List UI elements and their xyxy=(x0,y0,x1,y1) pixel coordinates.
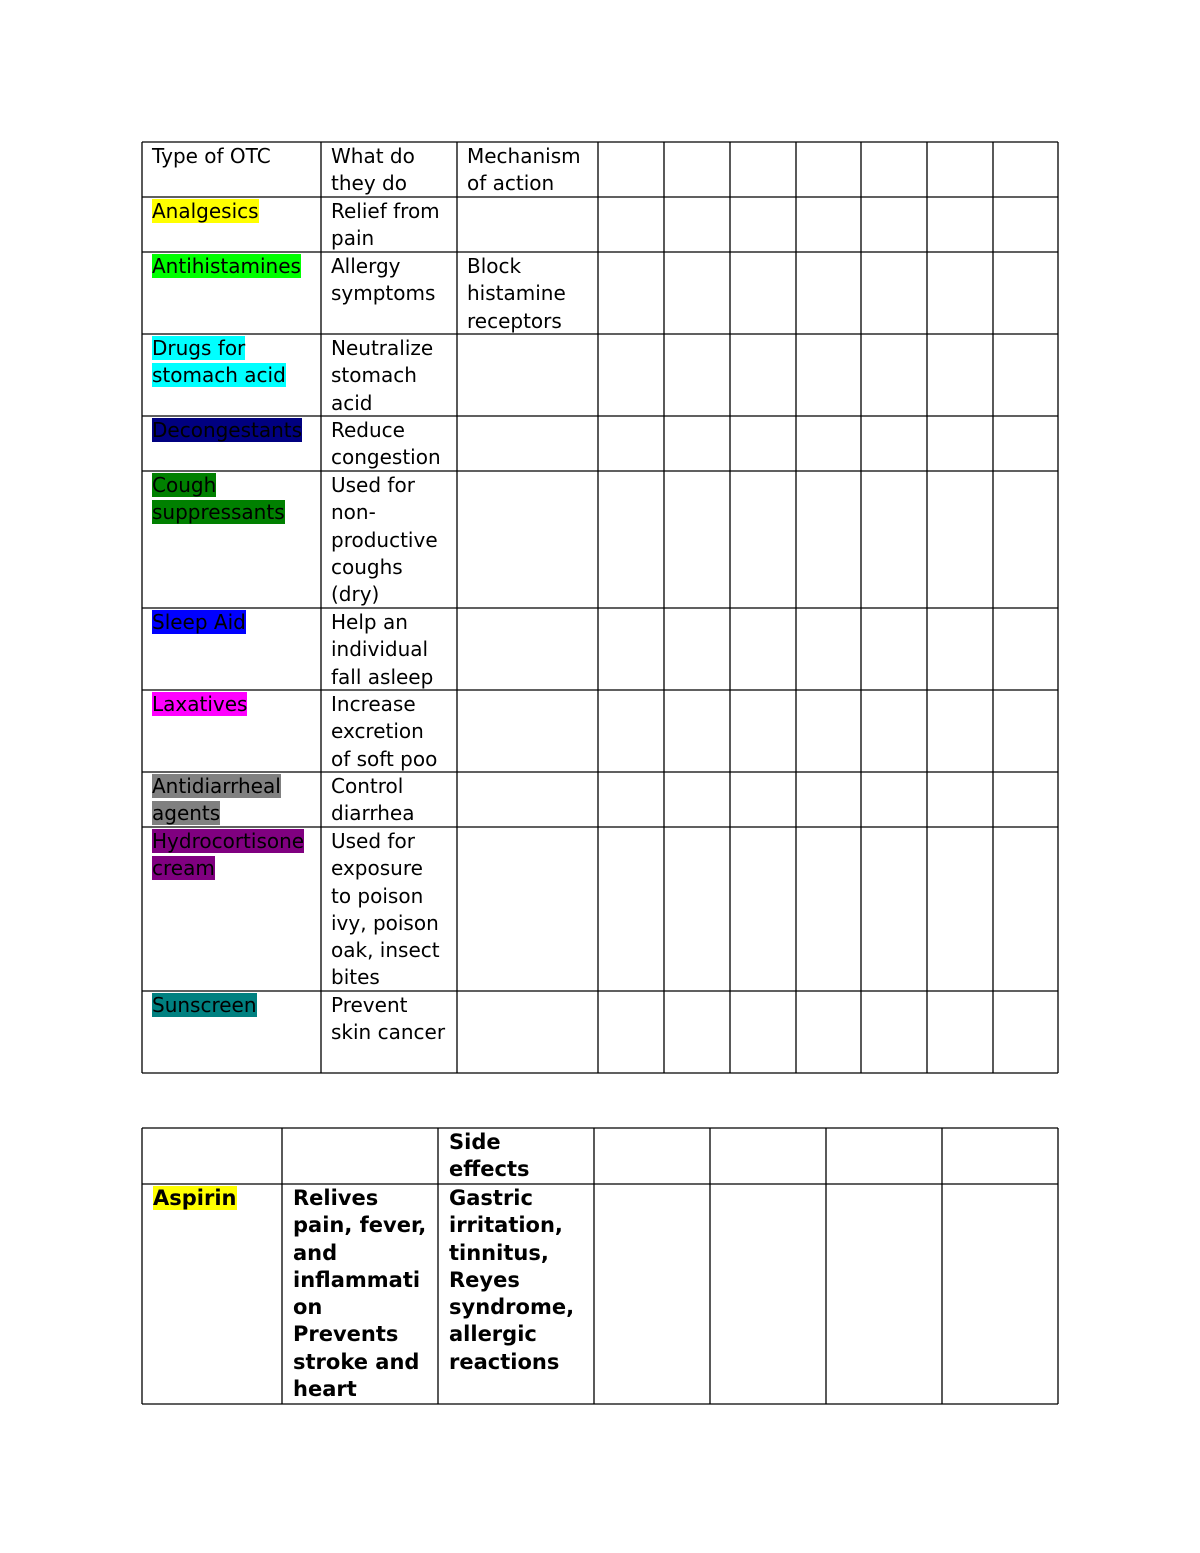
table-cell: Aspirin xyxy=(142,1184,282,1213)
cell-text: Relives pain, fever, and inflammation Pr… xyxy=(293,1186,427,1402)
table-cell: Control diarrhea xyxy=(321,772,457,829)
highlighted-text: Antihistamines xyxy=(152,254,301,278)
highlighted-text: Laxatives xyxy=(152,692,248,716)
table-cell: Gastric irritation, tinnitus, Reyes synd… xyxy=(438,1184,594,1377)
highlighted-text: Aspirin xyxy=(153,1186,237,1210)
cell-text: Neutralize stomach acid xyxy=(331,336,434,415)
cell-text: Used for exposure to poison ivy, poison … xyxy=(331,829,440,990)
table-cell: Hydrocortisone cream xyxy=(142,827,321,884)
cell-text: Increase excretion of soft poo xyxy=(331,692,438,771)
table-cell: Antihistamines xyxy=(142,252,321,281)
cell-text: Allergy symptoms xyxy=(331,254,436,306)
table-cell: Neutralize stomach acid xyxy=(321,334,457,418)
cell-text: Help an individual fall asleep xyxy=(331,610,434,689)
highlighted-text: Cough suppressants xyxy=(152,473,285,525)
table-cell: Cough suppressants xyxy=(142,471,321,528)
highlighted-text: Drugs for stomach acid xyxy=(152,336,286,388)
cell-text: Type of OTC xyxy=(152,144,271,168)
table-cell: Drugs for stomach acid xyxy=(142,334,321,391)
table-cell: Used for exposure to poison ivy, poison … xyxy=(321,827,457,993)
table-cell: Analgesics xyxy=(142,197,321,226)
table-cell: Mechanism of action xyxy=(457,142,598,199)
table-cell: Allergy symptoms xyxy=(321,252,457,309)
highlighted-text: Hydrocortisone cream xyxy=(152,829,305,881)
cell-text: Gastric irritation, tinnitus, Reyes synd… xyxy=(449,1186,575,1374)
table-cell: Prevent skin cancer xyxy=(321,991,457,1048)
cell-text: Used for non-productive coughs (dry) xyxy=(331,473,438,607)
cell-text: Mechanism of action xyxy=(467,144,581,196)
table-cell: Increase excretion of soft poo xyxy=(321,690,457,774)
table-cell: Sleep Aid xyxy=(142,608,321,637)
table-cell: Block histamine receptors xyxy=(457,252,598,336)
highlighted-text: Analgesics xyxy=(152,199,259,223)
cell-text: What do they do xyxy=(331,144,415,196)
cell-text: Prevent skin cancer xyxy=(331,993,446,1045)
cell-text: Control diarrhea xyxy=(331,774,415,826)
table-cell: Side effects xyxy=(438,1128,594,1185)
cell-text: Block histamine receptors xyxy=(467,254,566,333)
table-cell: Used for non-productive coughs (dry) xyxy=(321,471,457,609)
highlighted-text: Antidiarrheal agents xyxy=(152,774,281,826)
table-cell: Decongestants xyxy=(142,416,321,445)
cell-text: Side effects xyxy=(449,1130,530,1182)
cell-text: Relief from pain xyxy=(331,199,440,251)
highlighted-text: Sunscreen xyxy=(152,993,257,1017)
table-cell: Antidiarrheal agents xyxy=(142,772,321,829)
table-cell: Type of OTC xyxy=(142,142,321,171)
table-cell: Help an individual fall asleep xyxy=(321,608,457,692)
table-cell: Reduce congestion xyxy=(321,416,457,473)
table-cell: Laxatives xyxy=(142,690,321,719)
table-cell: Relives pain, fever, and inflammation Pr… xyxy=(282,1184,438,1404)
highlighted-text: Sleep Aid xyxy=(152,610,246,634)
table-cell: Relief from pain xyxy=(321,197,457,254)
highlighted-text: Decongestants xyxy=(152,418,303,442)
table-cell: Sunscreen xyxy=(142,991,321,1020)
cell-text: Reduce congestion xyxy=(331,418,441,470)
table-cell: What do they do xyxy=(321,142,457,199)
